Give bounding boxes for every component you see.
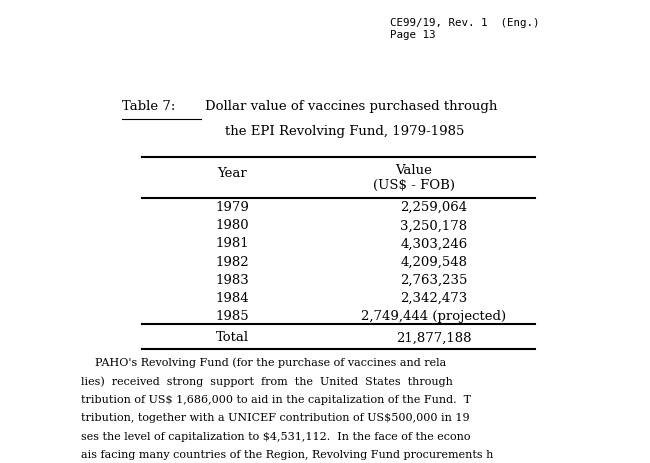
Text: 1980: 1980 (216, 219, 249, 232)
Text: the EPI Revolving Fund, 1979-1985: the EPI Revolving Fund, 1979-1985 (225, 125, 464, 138)
Text: Dollar value of vaccines purchased through: Dollar value of vaccines purchased throu… (205, 100, 497, 113)
Text: 4,303,246: 4,303,246 (400, 237, 467, 250)
Text: CE99/19, Rev. 1  (Eng.): CE99/19, Rev. 1 (Eng.) (390, 18, 540, 28)
Text: 1984: 1984 (216, 291, 249, 304)
Text: Total: Total (216, 331, 249, 344)
Text: ses the level of capitalization to $4,531,112.  In the face of the econo: ses the level of capitalization to $4,53… (81, 431, 471, 441)
Text: 3,250,178: 3,250,178 (400, 219, 467, 232)
Text: 4,209,548: 4,209,548 (400, 255, 467, 268)
Text: Page 13: Page 13 (390, 30, 436, 40)
Text: tribution, together with a UNICEF contribution of US$500,000 in 19: tribution, together with a UNICEF contri… (81, 413, 470, 422)
Text: 1981: 1981 (216, 237, 249, 250)
Text: 1979: 1979 (215, 201, 250, 214)
Text: 2,763,235: 2,763,235 (400, 273, 467, 286)
Text: 2,259,064: 2,259,064 (400, 201, 467, 214)
Text: (US$ - FOB): (US$ - FOB) (372, 179, 455, 192)
Text: PAHO's Revolving Fund (for the purchase of vaccines and rela: PAHO's Revolving Fund (for the purchase … (81, 357, 447, 367)
Text: Value: Value (395, 163, 432, 176)
Text: Year: Year (218, 167, 247, 180)
Text: tribution of US$ 1,686,000 to aid in the capitalization of the Fund.  T: tribution of US$ 1,686,000 to aid in the… (81, 394, 471, 404)
Text: Table 7:: Table 7: (122, 100, 175, 113)
Text: ais facing many countries of the Region, Revolving Fund procurements h: ais facing many countries of the Region,… (81, 450, 493, 459)
Text: 1982: 1982 (216, 255, 249, 268)
Text: 1985: 1985 (216, 309, 249, 322)
Text: 1983: 1983 (216, 273, 249, 286)
Text: 2,749,444 (projected): 2,749,444 (projected) (361, 309, 506, 322)
Text: lies)  received  strong  support  from  the  United  States  through: lies) received strong support from the U… (81, 375, 453, 386)
Text: 2,342,473: 2,342,473 (400, 291, 467, 304)
Text: 21,877,188: 21,877,188 (396, 331, 472, 344)
